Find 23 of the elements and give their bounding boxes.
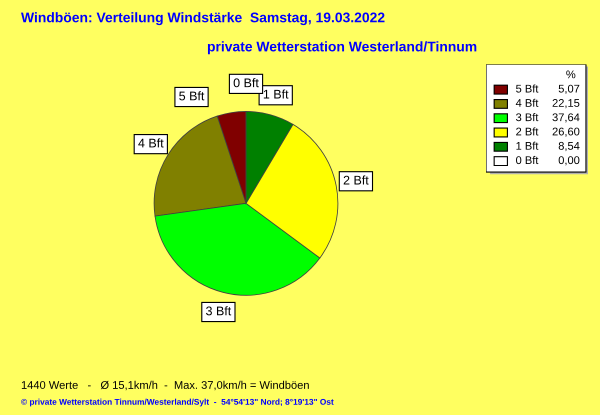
legend-label: 4 Bft [516, 98, 538, 107]
legend-label: 0 Bft [516, 156, 538, 164]
slice-label: 1 Bft [264, 89, 288, 99]
slice-label: 2 Bft [344, 175, 369, 185]
data-label: 8,54 [558, 142, 580, 152]
legend-label: 3 Bft [516, 113, 538, 122]
slice-label: 5 Bft [179, 91, 204, 100]
data-label: 37,64 [552, 113, 580, 123]
data-label: 22,15 [552, 99, 580, 108]
category-label: 0 Bft [234, 78, 259, 88]
text: 0,00 [558, 156, 580, 166]
legend-label: 5 Bft [516, 84, 538, 93]
data-label: 5,07 [558, 84, 580, 94]
legend-title: % [566, 70, 576, 78]
chart-title: Windböen: Verteilung Windstärke Samstag, 19.03.2022 [21, 12, 385, 26]
data-label: 26,60 [552, 128, 580, 137]
legend-label: 1 Bft [516, 142, 538, 150]
text: 1440 Werte - Ø 15,1km/h - Max. 37,0km/h = Windböen [22, 380, 309, 390]
text: © private Wetterstation Tinnum/Westerland/Sylt - 54°54'13" Nord; 8°19'13" Ost [21, 398, 334, 406]
slice-label: 3 Bft [206, 306, 232, 316]
slice-label: 4 Bft [138, 138, 164, 148]
legend-label: 2 Bft [516, 127, 538, 136]
chart-subtitle: private Wetterstation Westerland/Tinnum [208, 41, 476, 54]
